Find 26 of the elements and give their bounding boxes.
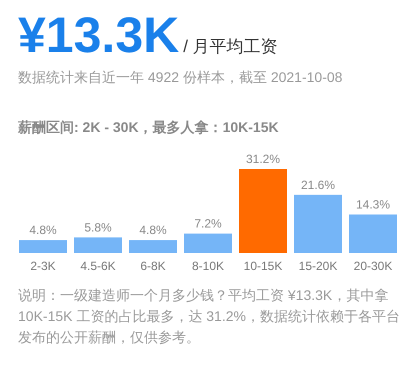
data-label: 14.3% (356, 198, 390, 212)
subtitle: / 月平均工资 (183, 37, 278, 56)
bar (129, 240, 177, 253)
title: ¥13.3K (18, 7, 180, 63)
x-tick-label: 10-15K (244, 259, 282, 273)
data-label: 4.8% (29, 223, 57, 238)
data-label: 21.6% (300, 178, 336, 192)
x-tick-label: 8-10K (192, 259, 224, 273)
x-tick-label: 6-8K (140, 259, 166, 273)
x-tick-label: 2-3K (30, 259, 56, 273)
text: 说明：一级建造师一个月多少钱？平均工资 ¥13.3K，其中拿 10K-15K 工资的占比最多，达 31.2%，数据统计依赖于各平台发布的公开薪酬，仅供参考。 (18, 286, 401, 347)
data-label: 5.8% (84, 220, 112, 234)
data-label: 31.2% (246, 152, 280, 166)
data-label: 7.2% (194, 216, 222, 231)
bar (74, 237, 122, 253)
annotation: 数据统计来自近一年 4922 份样本，截至 2021-10-08 (18, 69, 342, 85)
bar (294, 194, 342, 253)
bar (349, 214, 397, 253)
bar (184, 234, 232, 253)
x-tick-label: 20-30K (354, 259, 392, 273)
bar (19, 240, 67, 253)
annotation: 薪酬区间: 2K - 30K，最多人拿：10K-15K (18, 119, 279, 135)
bar (239, 169, 287, 253)
data-label: 4.8% (139, 223, 167, 238)
x-tick-label: 4.5-6K (80, 259, 116, 273)
x-tick-label: 15-20K (298, 259, 338, 273)
